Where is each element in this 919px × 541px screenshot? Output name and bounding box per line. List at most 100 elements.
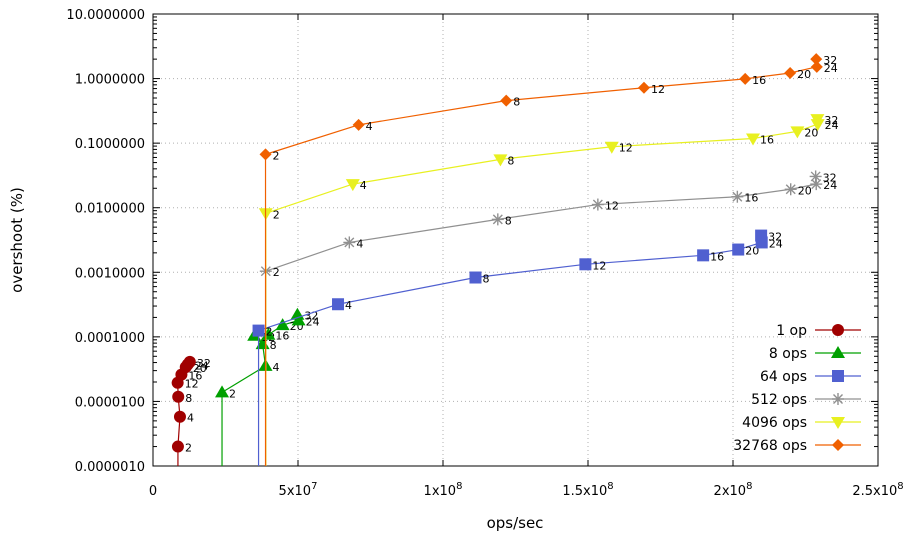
- legend-label: 8 ops: [769, 346, 807, 362]
- series-line: [265, 119, 819, 214]
- legend-label: 1 op: [776, 323, 807, 339]
- data-point: [755, 229, 768, 242]
- y-tick-label: 0.0000100: [75, 395, 145, 410]
- point-label: 8: [270, 339, 277, 352]
- point-label: 24: [824, 62, 838, 75]
- point-label: 2: [273, 149, 280, 162]
- point-label: 32: [197, 357, 211, 370]
- data-point: [810, 60, 823, 73]
- point-label: 8: [507, 154, 514, 167]
- series-line: [258, 235, 763, 332]
- data-point: [604, 141, 619, 154]
- y-tick-label: 0.0100000: [75, 202, 145, 217]
- x-tick-exponent: 8: [897, 481, 903, 492]
- data-point: [784, 66, 797, 79]
- y-tick-label: 0.0000010: [75, 460, 145, 475]
- legend-label: 512 ops: [751, 392, 807, 408]
- series-layer: 2481216202432248121620243224812162024322…: [171, 53, 839, 466]
- asterisk-stroke: [492, 214, 503, 225]
- point-label: 12: [651, 83, 665, 96]
- point-label: 2: [273, 266, 280, 279]
- legend-marker: [832, 370, 844, 382]
- asterisk-stroke: [344, 237, 355, 248]
- axes: 0 5x107 1x108 1.5x108 2x108 2.5x108 10.0000000…: [66, 8, 903, 499]
- point-label: 12: [619, 142, 633, 155]
- point-label: 2: [185, 442, 192, 455]
- series-line: [265, 176, 817, 272]
- asterisk-stroke: [833, 394, 843, 404]
- point-label: 4: [356, 237, 363, 250]
- point-label: 20: [797, 68, 811, 81]
- data-point: [345, 179, 360, 192]
- point-label: 12: [185, 378, 199, 391]
- data-point: [784, 183, 797, 196]
- data-point: [810, 114, 825, 127]
- data-point: [809, 170, 822, 183]
- legend-marker: [832, 439, 844, 451]
- asterisk-stroke: [785, 184, 796, 195]
- data-point: [173, 410, 186, 423]
- legend-marker: [831, 346, 845, 358]
- y-tick-label: 0.0010000: [75, 266, 145, 281]
- data-point: [491, 213, 504, 226]
- data-point: [790, 126, 805, 139]
- point-label: 16: [744, 192, 758, 205]
- x-tick-label: 5x107: [279, 481, 318, 499]
- data-point: [731, 190, 744, 203]
- data-point: [500, 94, 513, 107]
- point-label: 24: [306, 315, 320, 328]
- x-tick-label: 2.5x108: [852, 481, 903, 499]
- data-point: [810, 53, 823, 66]
- legend-marker: [832, 393, 844, 405]
- point-label: 32: [823, 171, 837, 184]
- data-point: [732, 243, 745, 256]
- point-label: 4: [345, 299, 352, 312]
- data-point: [493, 154, 508, 167]
- data-point: [746, 133, 761, 146]
- point-label: 32: [768, 231, 782, 244]
- data-point: [172, 390, 185, 403]
- asterisk-stroke: [592, 199, 603, 210]
- y-tick-label: 0.1000000: [75, 137, 145, 152]
- point-label: 32: [823, 54, 837, 67]
- point-label: 16: [760, 134, 774, 147]
- data-point: [332, 298, 345, 311]
- point-label: 16: [710, 250, 724, 263]
- point-label: 24: [823, 179, 837, 192]
- point-label: 12: [605, 200, 619, 213]
- point-label: 20: [804, 126, 818, 139]
- x-tick-exponent: 8: [607, 481, 613, 492]
- point-label: 8: [185, 392, 192, 405]
- data-point: [215, 385, 230, 398]
- point-label: 20: [193, 362, 207, 375]
- y-tick-label: 1.0000000: [75, 73, 145, 88]
- point-label: 4: [187, 412, 194, 425]
- data-point: [739, 72, 752, 85]
- data-point: [275, 318, 290, 331]
- y-tick-label: 0.0001000: [75, 331, 145, 346]
- data-point: [343, 236, 356, 249]
- asterisk-stroke: [811, 179, 822, 190]
- data-point: [579, 258, 592, 271]
- asterisk-stroke: [810, 171, 821, 182]
- point-label: 16: [188, 370, 202, 383]
- x-tick-exponent: 8: [456, 481, 462, 492]
- legend-label: 32768 ops: [733, 438, 807, 454]
- legend-label: 64 ops: [760, 369, 807, 385]
- legend: 1 op 8 ops 64 ops 512 ops 4096 ops 32768 ops: [733, 323, 861, 454]
- x-tick-label: 1.5x108: [562, 481, 613, 499]
- x-tick-label: 1x108: [424, 481, 463, 499]
- point-label: 2: [229, 387, 236, 400]
- data-point: [259, 148, 272, 161]
- point-label: 4: [360, 179, 367, 192]
- y-axis-title: overshoot (%): [8, 187, 26, 293]
- point-label: 4: [273, 361, 280, 374]
- data-point: [171, 440, 184, 453]
- point-label: 8: [505, 214, 512, 227]
- legend-marker: [832, 324, 844, 336]
